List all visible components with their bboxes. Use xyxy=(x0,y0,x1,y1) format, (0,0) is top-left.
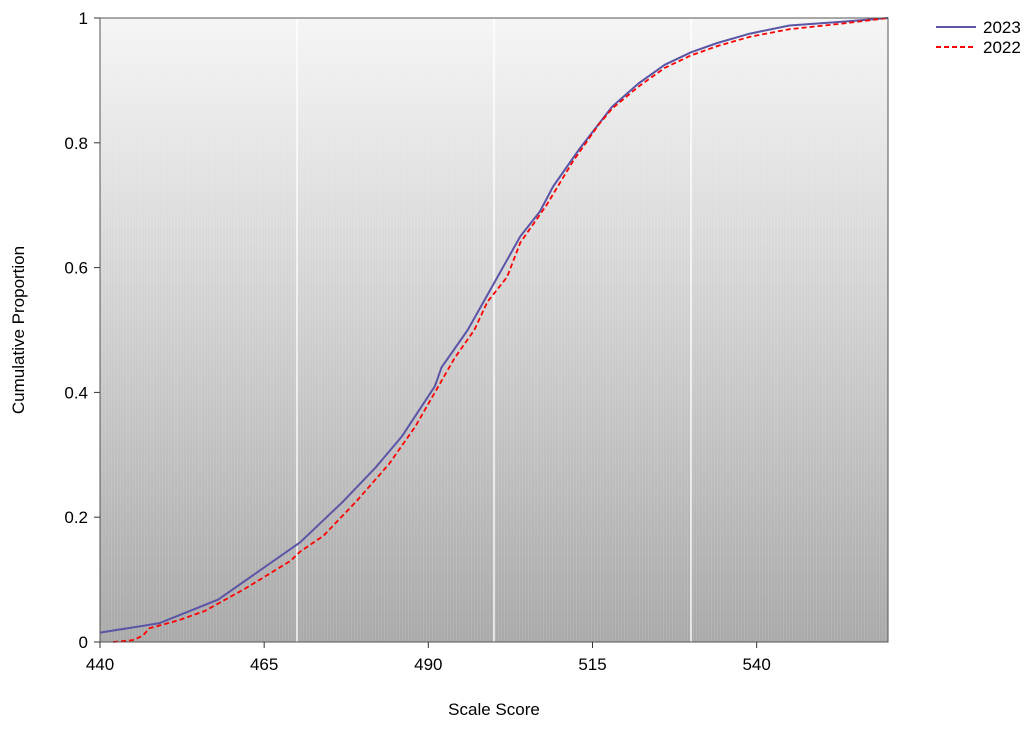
y-axis: 0 0.2 0.4 0.6 0.8 1 xyxy=(64,9,100,652)
x-tick-label: 440 xyxy=(86,655,114,674)
y-tick-label: 1 xyxy=(79,9,88,28)
y-tick-label: 0 xyxy=(79,633,88,652)
x-tick-label: 540 xyxy=(742,655,770,674)
y-tick-label: 0.6 xyxy=(64,259,88,278)
x-axis-label: Scale Score xyxy=(448,700,540,719)
legend-label-2023: 2023 xyxy=(983,18,1021,37)
series-line-2023 xyxy=(99,17,889,634)
legend-label-2022: 2022 xyxy=(983,38,1021,57)
y-tick-label: 0.2 xyxy=(64,508,88,527)
series-layer xyxy=(99,17,889,643)
x-tick-label: 490 xyxy=(414,655,442,674)
reference-lines xyxy=(296,18,692,642)
x-tick-label: 465 xyxy=(250,655,278,674)
y-tick-label: 0.4 xyxy=(64,383,88,402)
series-line-2022 xyxy=(113,17,889,643)
x-tick-label: 515 xyxy=(578,655,606,674)
y-tick-label: 0.8 xyxy=(64,134,88,153)
plot-frame xyxy=(99,17,889,643)
y-axis-label: Cumulative Proportion xyxy=(9,246,28,414)
x-axis: 440 465 490 515 540 xyxy=(86,642,771,674)
